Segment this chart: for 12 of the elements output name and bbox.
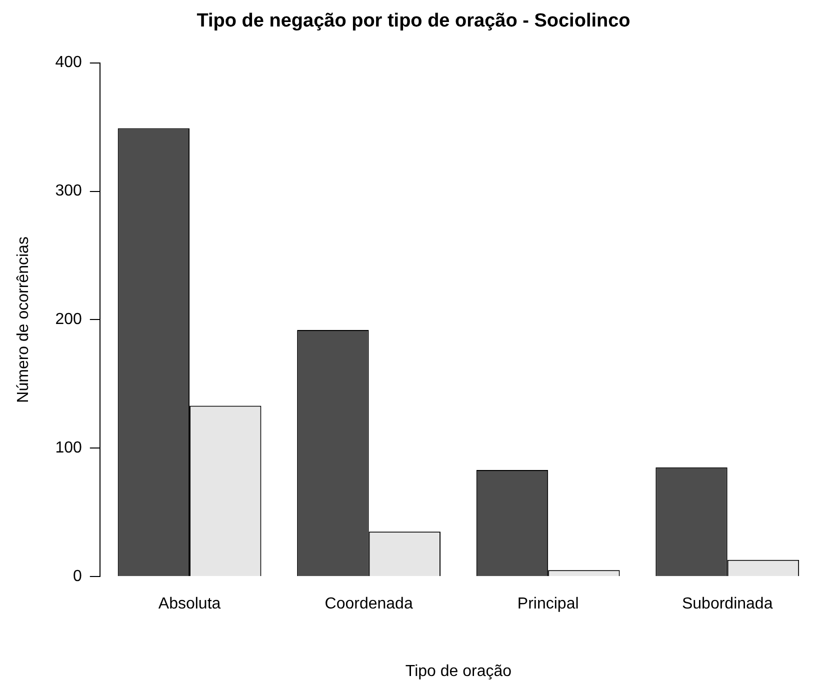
- x-tick-label: Coordenada: [324, 596, 413, 613]
- x-tick-label: Absoluta: [158, 596, 221, 613]
- chart-title: Tipo de negação por tipo de oração - Sociolinco: [196, 10, 630, 32]
- x-tick-label: Subordinada: [682, 596, 773, 613]
- x-tick-label: Principal: [517, 596, 579, 613]
- x-axis-title: Tipo de oração: [405, 662, 512, 680]
- y-tick-label: 100: [55, 440, 82, 457]
- y-tick-label: 400: [55, 54, 82, 72]
- y-tick-label: 300: [55, 182, 82, 200]
- y-tick-label: 200: [55, 311, 82, 328]
- y-tick-label: 0: [72, 568, 82, 586]
- y-axis-title: Número de ocorrências: [15, 236, 32, 403]
